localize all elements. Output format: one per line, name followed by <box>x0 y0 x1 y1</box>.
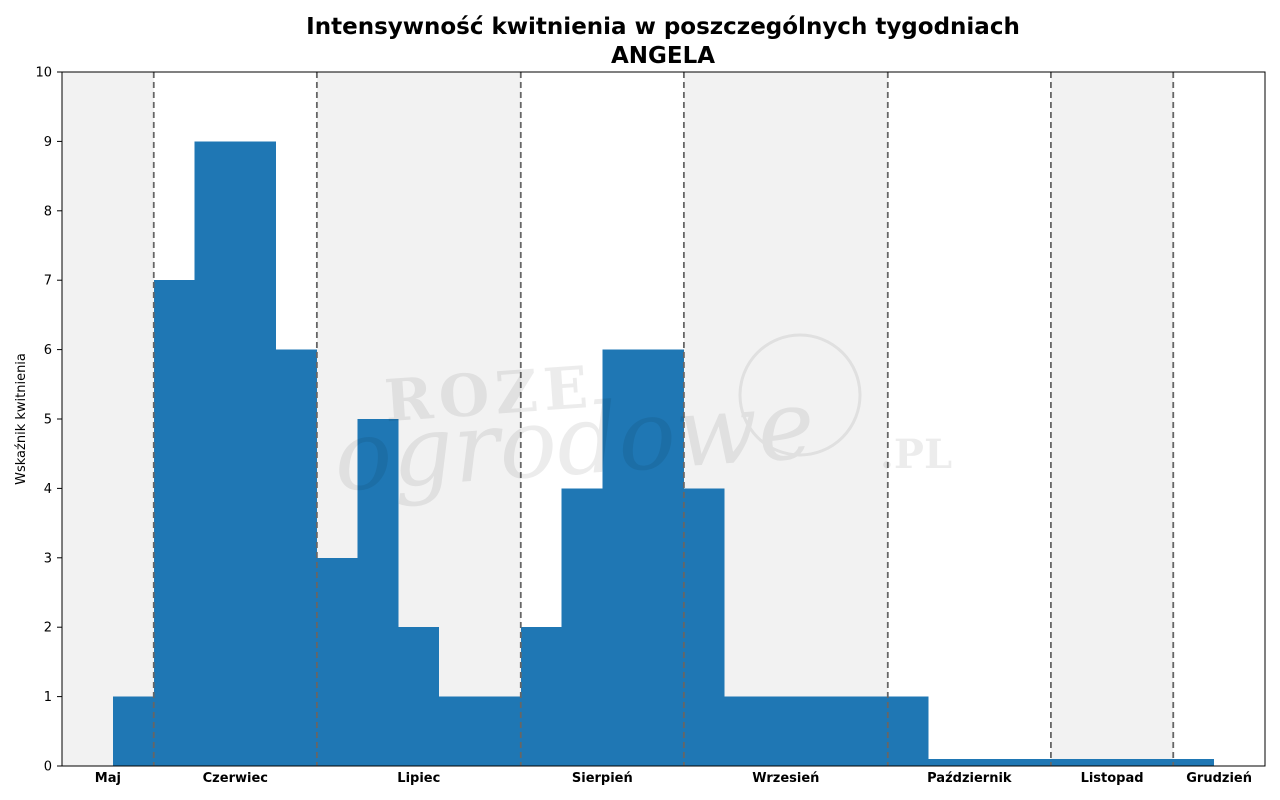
plot-frame <box>61 71 1266 767</box>
bar-week-6 <box>316 557 358 766</box>
bar-week-20 <box>887 696 929 766</box>
y-tick-label-3: 3 <box>44 551 52 566</box>
bar-week-9 <box>439 696 480 766</box>
bar-week-7 <box>357 419 399 766</box>
bar-week-27 <box>1173 759 1215 766</box>
y-tick-label-6: 6 <box>44 343 52 358</box>
month-label-6: Listopad <box>1081 771 1144 786</box>
bar-week-5 <box>276 349 317 766</box>
y-tick-label-1: 1 <box>44 690 52 705</box>
bar-week-1 <box>112 696 154 766</box>
month-dividers <box>152 72 1175 766</box>
month-label-3: Sierpień <box>572 771 633 786</box>
bar-series <box>112 141 1215 766</box>
month-label-4: Wrzesień <box>752 771 819 786</box>
watermark-suffix: .PL <box>880 431 952 478</box>
y-axis-label: Wskaźnik kwitnienia <box>14 353 29 485</box>
y-tick-label-5: 5 <box>44 413 52 428</box>
bar-week-2 <box>153 280 195 766</box>
bar-week-4 <box>235 141 277 766</box>
bar-week-25 <box>1091 759 1133 766</box>
bar-week-16 <box>724 696 766 766</box>
bar-week-22 <box>969 759 1011 766</box>
month-label-5: Październik <box>927 771 1012 786</box>
y-tick-label-8: 8 <box>44 204 52 219</box>
month-shade-6 <box>1050 72 1174 766</box>
bar-week-10 <box>479 696 521 766</box>
bar-week-19 <box>847 696 888 766</box>
chart-subtitle: ANGELA <box>611 43 715 69</box>
bar-week-12 <box>561 488 603 766</box>
bar-week-23 <box>1010 759 1051 766</box>
bar-week-8 <box>398 627 440 766</box>
chart-title: Intensywność kwitnienia w poszczególnych… <box>306 14 1020 40</box>
bar-week-18 <box>806 696 848 766</box>
watermark-rose-icon <box>738 333 862 457</box>
month-shade-0 <box>62 72 154 766</box>
bar-week-21 <box>928 759 970 766</box>
y-tick-label-9: 9 <box>44 135 52 150</box>
month-label-0: Maj <box>95 771 121 786</box>
bar-week-17 <box>765 696 807 766</box>
y-axis: 0 1 2 3 4 5 6 7 8 9 10 <box>35 66 62 775</box>
bar-week-3 <box>194 141 236 766</box>
bar-week-15 <box>683 488 725 766</box>
bar-week-24 <box>1050 759 1092 766</box>
bar-week-11 <box>520 627 562 766</box>
y-tick-label-10: 10 <box>35 66 52 81</box>
y-tick-label-0: 0 <box>44 760 52 775</box>
month-label-2: Lipiec <box>397 771 440 786</box>
x-axis-month-labels: Maj Czerwiec Lipiec Sierpień Wrzesień Paździe… <box>95 771 1252 786</box>
month-label-7: Grudzień <box>1186 771 1252 786</box>
bar-week-26 <box>1132 759 1174 766</box>
month-shading <box>62 72 1174 766</box>
y-tick-label-2: 2 <box>44 621 52 636</box>
y-tick-label-4: 4 <box>44 482 52 497</box>
y-tick-label-7: 7 <box>44 274 52 289</box>
bar-week-13 <box>602 349 644 766</box>
bar-week-14 <box>643 349 684 766</box>
watermark-line1: ROZE <box>382 353 596 435</box>
month-label-1: Czerwiec <box>203 771 268 786</box>
